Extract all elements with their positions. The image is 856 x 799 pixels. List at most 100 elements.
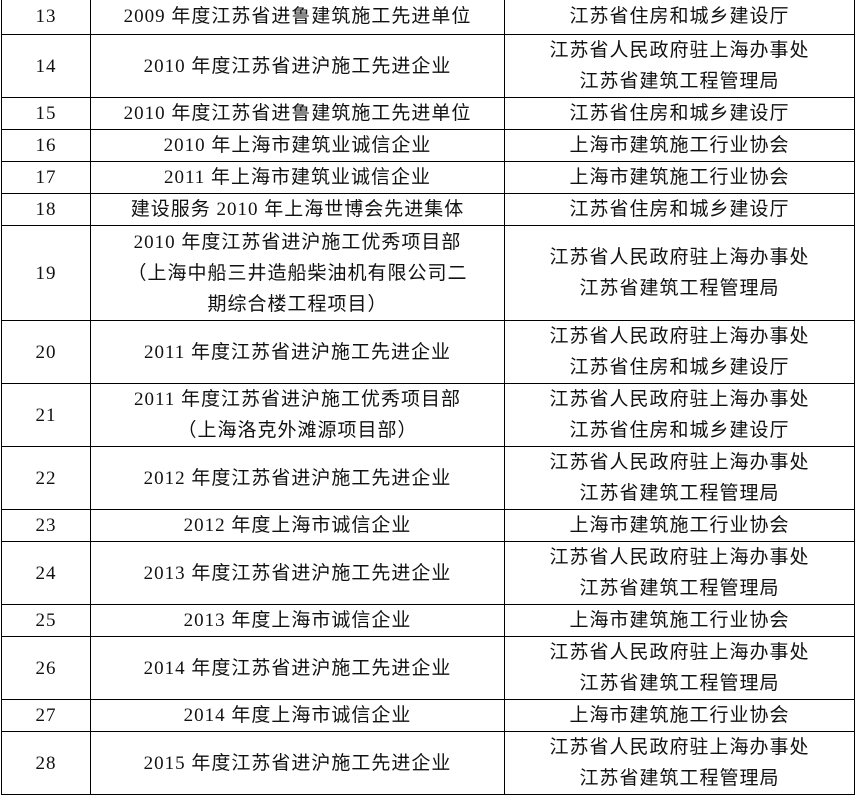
issuing-authority: 江苏省住房和城乡建设厅 <box>504 0 855 35</box>
award-name-line: 2011 年上海市建筑业诚信企业 <box>163 167 432 188</box>
table-row: 28 2015 年度江苏省进沪施工先进企业 江苏省人民政府驻上海办事处 江苏省建筑工程… <box>1 731 855 795</box>
issuing-authority: 江苏省人民政府驻上海办事处 江苏省建筑工程管理局 <box>504 541 855 605</box>
award-name-line: 期综合楼工程项目） <box>207 293 388 315</box>
issuing-authority: 上海市建筑施工行业协会 <box>504 129 855 162</box>
award-name: 2014 年度上海市诚信企业 <box>90 699 505 732</box>
table-row: 14 2010 年度江苏省进沪施工先进企业 江苏省人民政府驻上海办事处 江苏省建筑工程… <box>1 34 855 98</box>
table-row: 20 2011 年度江苏省进沪施工先进企业 江苏省人民政府驻上海办事处 江苏省住房和城… <box>1 320 855 384</box>
issuing-authority: 江苏省人民政府驻上海办事处 江苏省建筑工程管理局 <box>504 225 855 321</box>
award-name-line: 2010 年上海市建筑业诚信企业 <box>163 135 432 156</box>
row-number: 27 <box>1 699 91 732</box>
award-name-line: 2015 年度江苏省进沪施工先进企业 <box>143 752 452 774</box>
row-number: 28 <box>1 731 91 795</box>
row-number: 24 <box>1 541 91 605</box>
issuing-authority-line: 江苏省建筑工程管理局 <box>579 578 780 599</box>
table-row: 23 2012 年度上海市诚信企业 上海市建筑施工行业协会 <box>1 509 855 542</box>
table-row: 25 2013 年度上海市诚信企业 上海市建筑施工行业协会 <box>1 604 855 637</box>
row-number: 16 <box>1 129 91 162</box>
table-row: 26 2014 年度江苏省进沪施工先进企业 江苏省人民政府驻上海办事处 江苏省建筑工程… <box>1 636 855 700</box>
issuing-authority-line: 江苏省人民政府驻上海办事处 <box>549 642 810 663</box>
award-name-line: 2013 年度上海市诚信企业 <box>183 610 412 631</box>
award-name: 2011 年度江苏省进沪施工先进企业 <box>90 320 505 384</box>
table-row: 18 建设服务 2010 年上海世博会先进集体 江苏省住房和城乡建设厅 <box>1 193 855 226</box>
issuing-authority-line: 江苏省建筑工程管理局 <box>579 278 780 299</box>
issuing-authority-line: 江苏省住房和城乡建设厅 <box>569 103 790 124</box>
issuing-authority-line: 江苏省人民政府驻上海办事处 <box>549 452 810 473</box>
issuing-authority: 上海市建筑施工行业协会 <box>504 509 855 542</box>
issuing-authority-line: 江苏省建筑工程管理局 <box>579 673 780 694</box>
table-row: 16 2010 年上海市建筑业诚信企业 上海市建筑施工行业协会 <box>1 129 855 162</box>
table-row: 15 2010 年度江苏省进鲁建筑施工先进单位 江苏省住房和城乡建设厅 <box>1 97 855 130</box>
award-name-line: 2012 年度江苏省进沪施工先进企业 <box>143 467 452 489</box>
award-name-line: 2010 年度江苏省进沪施工优秀项目部 <box>133 231 462 253</box>
award-name: 2010 年度江苏省进鲁建筑施工先进单位 <box>90 97 505 130</box>
award-name: 2012 年度上海市诚信企业 <box>90 509 505 542</box>
issuing-authority-line: 江苏省人民政府驻上海办事处 <box>549 389 810 410</box>
issuing-authority-line: 江苏省人民政府驻上海办事处 <box>549 326 810 347</box>
table-row: 13 2009 年度江苏省进鲁建筑施工先进单位 江苏省住房和城乡建设厅 <box>1 0 855 35</box>
award-name: 2012 年度江苏省进沪施工先进企业 <box>90 446 505 510</box>
table-row: 24 2013 年度江苏省进沪施工先进企业 江苏省人民政府驻上海办事处 江苏省建筑工程… <box>1 541 855 605</box>
award-name-line: 2011 年度江苏省进沪施工优秀项目部 <box>133 389 462 410</box>
award-name-line: 2010 年度江苏省进鲁建筑施工先进单位 <box>123 103 472 124</box>
issuing-authority: 江苏省住房和城乡建设厅 <box>504 97 855 130</box>
award-name: 2014 年度江苏省进沪施工先进企业 <box>90 636 505 700</box>
award-name-line: 2014 年度江苏省进沪施工先进企业 <box>143 657 452 679</box>
issuing-authority-line: 江苏省住房和城乡建设厅 <box>569 420 790 441</box>
award-name-line: 2014 年度上海市诚信企业 <box>183 705 412 726</box>
issuing-authority: 江苏省人民政府驻上海办事处 江苏省住房和城乡建设厅 <box>504 383 855 447</box>
issuing-authority: 江苏省人民政府驻上海办事处 江苏省建筑工程管理局 <box>504 446 855 510</box>
issuing-authority-line: 江苏省住房和城乡建设厅 <box>569 357 790 378</box>
issuing-authority-line: 江苏省人民政府驻上海办事处 <box>549 547 810 568</box>
issuing-authority: 上海市建筑施工行业协会 <box>504 604 855 637</box>
table-row: 27 2014 年度上海市诚信企业 上海市建筑施工行业协会 <box>1 699 855 732</box>
award-name: 2010 年度江苏省进沪施工优秀项目部 （上海中船三井造船柴油机有限公司二 期综合楼… <box>90 225 505 321</box>
award-name: 2013 年度上海市诚信企业 <box>90 604 505 637</box>
row-number: 26 <box>1 636 91 700</box>
issuing-authority-line: 上海市建筑施工行业协会 <box>569 515 790 536</box>
issuing-authority-line: 江苏省建筑工程管理局 <box>579 768 780 789</box>
table-row: 19 2010 年度江苏省进沪施工优秀项目部 （上海中船三井造船柴油机有限公司二 期综… <box>1 225 855 321</box>
table-row: 22 2012 年度江苏省进沪施工先进企业 江苏省人民政府驻上海办事处 江苏省建筑工程… <box>1 446 855 510</box>
award-name: 建设服务 2010 年上海世博会先进集体 <box>90 193 505 226</box>
issuing-authority: 上海市建筑施工行业协会 <box>504 699 855 732</box>
issuing-authority: 江苏省人民政府驻上海办事处 江苏省住房和城乡建设厅 <box>504 320 855 384</box>
award-name-line: （上海中船三井造船柴油机有限公司二 <box>127 262 468 284</box>
issuing-authority-line: 江苏省人民政府驻上海办事处 <box>549 737 810 758</box>
issuing-authority-line: 江苏省人民政府驻上海办事处 <box>549 247 810 268</box>
award-name: 2009 年度江苏省进鲁建筑施工先进单位 <box>90 0 505 35</box>
row-number: 15 <box>1 97 91 130</box>
issuing-authority: 江苏省住房和城乡建设厅 <box>504 193 855 226</box>
table-row: 21 2011 年度江苏省进沪施工优秀项目部 （上海洛克外滩源项目部） 江苏省人民政府… <box>1 383 855 447</box>
row-number: 18 <box>1 193 91 226</box>
table-row: 17 2011 年上海市建筑业诚信企业 上海市建筑施工行业协会 <box>1 161 855 194</box>
award-name: 2011 年上海市建筑业诚信企业 <box>90 161 505 194</box>
row-number: 25 <box>1 604 91 637</box>
award-name-line: （上海洛克外滩源项目部） <box>177 420 418 441</box>
award-name-line: 2011 年度江苏省进沪施工先进企业 <box>143 341 452 363</box>
row-number: 21 <box>1 383 91 447</box>
award-name-line: 2013 年度江苏省进沪施工先进企业 <box>143 562 452 584</box>
issuing-authority-line: 上海市建筑施工行业协会 <box>569 610 790 631</box>
row-number: 14 <box>1 34 91 98</box>
award-name-line: 2009 年度江苏省进鲁建筑施工先进单位 <box>123 6 472 27</box>
issuing-authority-line: 江苏省建筑工程管理局 <box>579 71 780 92</box>
award-name: 2010 年上海市建筑业诚信企业 <box>90 129 505 162</box>
issuing-authority: 上海市建筑施工行业协会 <box>504 161 855 194</box>
row-number: 22 <box>1 446 91 510</box>
issuing-authority-line: 江苏省人民政府驻上海办事处 <box>549 40 810 61</box>
issuing-authority: 江苏省人民政府驻上海办事处 江苏省建筑工程管理局 <box>504 731 855 795</box>
issuing-authority-line: 上海市建筑施工行业协会 <box>569 167 790 188</box>
issuing-authority: 江苏省人民政府驻上海办事处 江苏省建筑工程管理局 <box>504 34 855 98</box>
issuing-authority-line: 上海市建筑施工行业协会 <box>569 705 790 726</box>
issuing-authority: 江苏省人民政府驻上海办事处 江苏省建筑工程管理局 <box>504 636 855 700</box>
award-name: 2011 年度江苏省进沪施工优秀项目部 （上海洛克外滩源项目部） <box>90 383 505 447</box>
award-name-line: 2010 年度江苏省进沪施工先进企业 <box>143 55 452 77</box>
award-name: 2013 年度江苏省进沪施工先进企业 <box>90 541 505 605</box>
row-number: 19 <box>1 225 91 321</box>
row-number: 23 <box>1 509 91 542</box>
issuing-authority-line: 江苏省住房和城乡建设厅 <box>569 6 790 27</box>
issuing-authority-line: 江苏省住房和城乡建设厅 <box>569 199 790 220</box>
